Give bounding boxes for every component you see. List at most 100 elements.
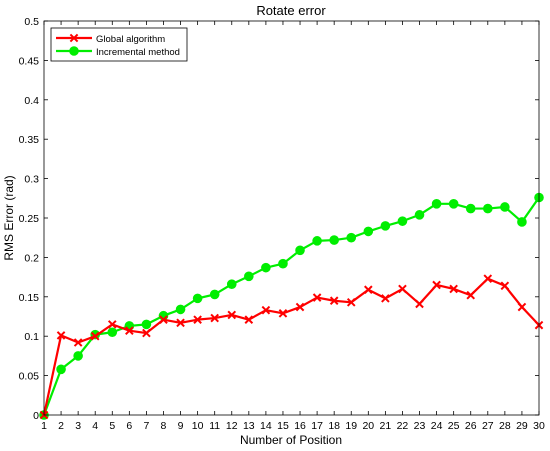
data-point	[210, 313, 219, 323]
data-point	[73, 338, 83, 347]
x-tick-label: 26	[465, 420, 477, 432]
data-point	[141, 319, 152, 330]
x-tick-label: 24	[431, 420, 443, 432]
data-point	[483, 274, 493, 283]
data-point	[278, 258, 288, 269]
legend-swatch-marker	[69, 46, 79, 56]
x-tick-label: 16	[294, 420, 306, 432]
x-tick-label: 10	[192, 420, 204, 432]
data-point	[517, 217, 527, 227]
data-point	[209, 289, 220, 300]
data-point	[312, 236, 322, 246]
x-tick-label: 23	[414, 420, 426, 432]
data-point	[398, 284, 407, 294]
data-point	[295, 302, 305, 312]
data-point	[415, 299, 424, 309]
x-tick-label: 13	[243, 420, 255, 432]
legend-swatch-marker	[69, 33, 79, 43]
data-point	[346, 298, 356, 307]
data-point	[226, 279, 237, 289]
data-point	[329, 296, 339, 306]
series-layer	[39, 192, 544, 420]
y-axis-label: RMS Error (rad)	[2, 175, 16, 260]
x-tick-label: 6	[126, 420, 132, 432]
y-tick-label: 0.15	[19, 292, 40, 304]
plot-frame	[43, 20, 540, 416]
x-tick-label: 2	[58, 420, 64, 432]
data-point	[432, 280, 441, 290]
data-point	[56, 331, 66, 340]
data-point	[90, 331, 100, 341]
x-tick-label: 21	[380, 420, 392, 432]
data-point	[448, 199, 459, 209]
data-point	[278, 309, 288, 318]
data-point	[192, 293, 203, 304]
legend: Global algorithm Incremental method	[50, 27, 188, 62]
x-tick-label: 19	[345, 420, 357, 432]
data-point	[363, 226, 374, 237]
x-tick-label: 5	[109, 420, 115, 432]
data-point	[125, 326, 134, 335]
data-point	[482, 203, 493, 214]
plot-area	[44, 21, 539, 415]
data-point	[449, 284, 458, 294]
data-point	[346, 232, 357, 243]
y-tick-label: 0	[33, 410, 39, 422]
data-point	[329, 235, 339, 245]
x-tick-label: 15	[277, 420, 289, 432]
data-point	[380, 221, 391, 231]
data-point	[500, 202, 510, 212]
x-tick-label: 11	[209, 420, 220, 432]
data-point	[517, 302, 527, 312]
data-point	[261, 305, 271, 315]
x-tick-label: 4	[92, 420, 98, 432]
x-tick-label: 9	[178, 420, 184, 432]
data-point	[142, 328, 151, 338]
x-tick-label: 30	[533, 420, 545, 432]
x-tick-label: 8	[161, 420, 167, 432]
y-tick-label: 0.4	[24, 95, 39, 107]
x-tick-label: 25	[448, 420, 460, 432]
data-point	[175, 304, 186, 315]
data-point	[107, 327, 118, 338]
data-point	[312, 293, 322, 302]
x-tick-label: 22	[397, 420, 409, 432]
x-tick-label: 7	[143, 420, 149, 432]
y-tick-label: 0.5	[24, 16, 39, 28]
data-point	[176, 318, 185, 328]
legend-label-incremental: Incremental method	[96, 47, 180, 58]
series-1	[39, 192, 544, 420]
data-point	[381, 294, 390, 303]
x-tick-label: 27	[482, 420, 494, 432]
y-tick-label: 0.3	[24, 174, 39, 186]
x-tick-label: 29	[516, 420, 528, 432]
x-tick-label: 18	[328, 420, 340, 432]
data-point	[397, 216, 408, 226]
y-tick-label: 0.35	[19, 134, 40, 146]
x-tick-label: 20	[362, 420, 374, 432]
x-tick-label: 28	[499, 420, 511, 432]
data-point	[431, 199, 442, 209]
data-point	[466, 290, 476, 300]
x-tick-label: 1	[41, 420, 47, 432]
x-tick-label: 17	[311, 420, 323, 432]
y-tick-label: 0.25	[19, 213, 40, 225]
data-point	[73, 351, 83, 361]
data-point	[414, 210, 425, 220]
y-tick-label: 0.05	[19, 371, 40, 383]
series-line	[42, 277, 540, 416]
series-0	[39, 274, 544, 420]
y-tick-label: 0.1	[24, 331, 39, 343]
y-tick-label: 0.2	[24, 252, 39, 264]
data-point	[244, 271, 254, 282]
axes: 1 2 3 4 5 6 7 8 9 10 11 12 13 14 15 16 17 18 19 20 21 22 23 24 2…	[19, 16, 545, 432]
data-point	[159, 315, 168, 324]
data-point	[227, 310, 237, 320]
x-axis-label: Number of Position	[240, 433, 342, 447]
chart-title: Rotate error	[256, 3, 326, 18]
legend-label-global: Global algorithm	[96, 34, 165, 45]
x-tick-label: 14	[260, 420, 272, 432]
x-tick-label: 3	[75, 420, 81, 432]
